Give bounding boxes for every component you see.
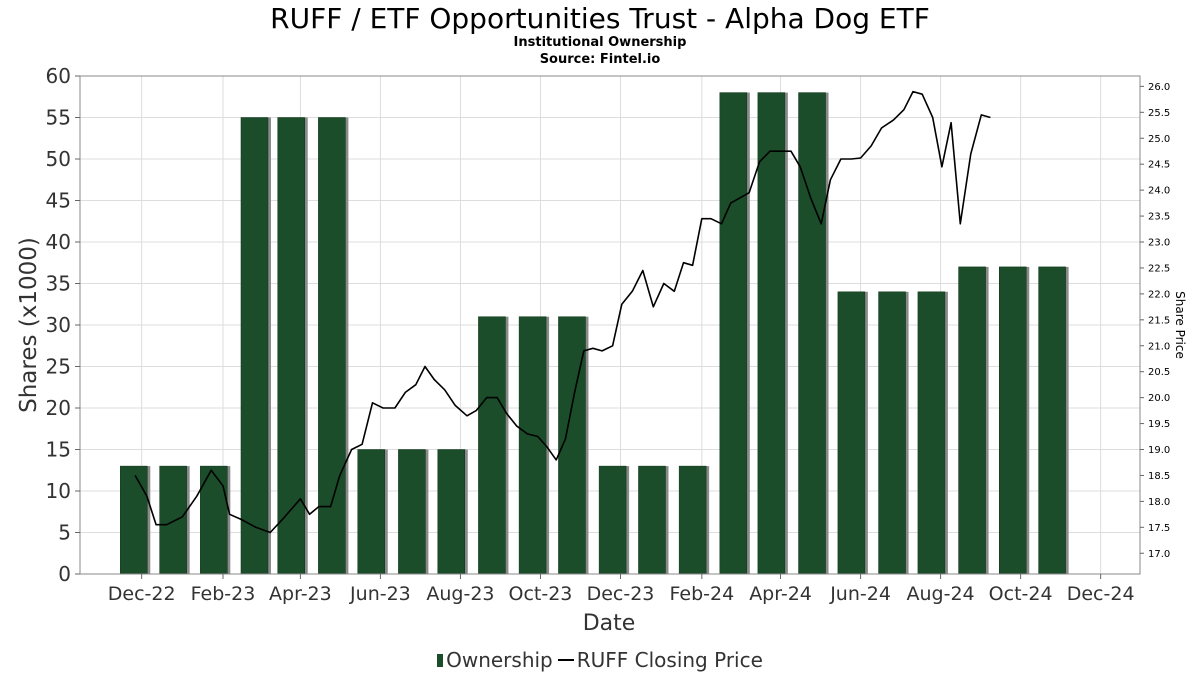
y2-tick-label: 25.0 <box>1148 134 1170 145</box>
price-legend-swatch <box>557 659 574 661</box>
y2-tick-label: 20.0 <box>1148 393 1170 404</box>
ownership-bar <box>837 291 866 575</box>
chart-subtitle: Institutional Ownership <box>513 35 687 50</box>
x-tick-label: Dec-22 <box>108 583 176 605</box>
ownership-legend-swatch <box>437 654 444 667</box>
ownership-bar <box>958 266 986 575</box>
y-tick-label: 25 <box>46 355 71 379</box>
y-tick-label: 0 <box>58 562 71 586</box>
y-tick-label: 30 <box>46 313 71 337</box>
ownership-bar <box>757 92 786 575</box>
ownership-bar <box>437 449 466 575</box>
ownership-bar <box>518 316 547 575</box>
ownership-bars <box>120 92 1069 575</box>
y2-tick-label: 19.5 <box>1148 419 1170 430</box>
y2-tick-label: 21.5 <box>1148 315 1170 326</box>
ownership-bar <box>159 465 187 575</box>
y2-tick-label: 20.5 <box>1148 367 1170 378</box>
y2-tick-label: 19.0 <box>1148 445 1170 456</box>
x-tick-label: Feb-24 <box>669 583 734 605</box>
x-tick-label: Apr-23 <box>269 583 332 605</box>
ownership-bar <box>719 92 748 575</box>
x-tick-label: Oct-24 <box>989 583 1053 605</box>
ownership-bar <box>357 449 385 575</box>
legend-price-label: RUFF Closing Price <box>576 648 763 672</box>
x-tick-label: Oct-23 <box>509 583 573 605</box>
ownership-bar <box>678 465 707 575</box>
y2-tick-label: 17.0 <box>1148 549 1170 560</box>
y2-tick-label: 17.5 <box>1148 523 1170 534</box>
y-tick-label: 15 <box>46 438 71 462</box>
ownership-bar <box>200 465 228 575</box>
ownership-bar <box>998 266 1027 575</box>
ownership-bar <box>120 465 148 575</box>
y-tick-label: 20 <box>46 396 71 420</box>
y-tick-label: 40 <box>46 230 71 254</box>
price-line <box>134 90 991 534</box>
ownership-bar <box>277 117 305 575</box>
ownership-bar <box>878 291 906 575</box>
ownership-bar <box>240 117 269 575</box>
y2-tick-label: 21.0 <box>1148 341 1170 352</box>
x-axis-label: Date <box>583 611 636 636</box>
y2-tick-label: 25.5 <box>1148 108 1170 119</box>
chart-title: RUFF / ETF Opportunities Trust - Alpha D… <box>270 2 930 35</box>
ownership-bar <box>318 117 346 575</box>
ownership-bar <box>398 449 426 575</box>
axes: 0 5 10 15 20 25 30 35 40 45 50 55 60 17.0 17.5 18.0 18.5… <box>46 64 1171 605</box>
y2-tick-label: 18.0 <box>1148 497 1170 508</box>
y-tick-label: 5 <box>58 521 71 545</box>
chart-source: Source: Fintel.io <box>539 52 661 67</box>
y2-axis-label: Share Price <box>1173 291 1187 359</box>
y2-tick-label: 22.5 <box>1148 263 1170 274</box>
y-tick-label: 45 <box>46 189 71 213</box>
y2-tick-label: 24.0 <box>1148 186 1170 197</box>
y2-tick-label: 23.5 <box>1148 212 1170 223</box>
y2-tick-label: 22.0 <box>1148 289 1170 300</box>
x-tick-label: Dec-24 <box>1067 583 1135 605</box>
x-tick-label: Aug-23 <box>426 583 494 605</box>
ownership-bar <box>598 465 627 575</box>
x-tick-label: Apr-24 <box>749 583 812 605</box>
y-axis-label: Shares (x1000) <box>16 237 42 413</box>
y-tick-label: 10 <box>46 479 71 503</box>
ownership-bar <box>917 291 946 575</box>
legend: Ownership RUFF Closing Price <box>0 648 1200 672</box>
ownership-bar <box>638 465 666 575</box>
x-tick-label: Feb-23 <box>191 583 256 605</box>
y2-tick-label: 18.5 <box>1148 471 1170 482</box>
y2-tick-label: 26.0 <box>1148 82 1170 93</box>
ownership-bar <box>798 92 826 575</box>
x-tick-label: Aug-24 <box>907 583 975 605</box>
y-tick-label: 50 <box>46 147 71 171</box>
legend-ownership-label: Ownership <box>446 648 553 672</box>
ownership-bar <box>478 316 506 575</box>
ownership-bar <box>1038 266 1066 575</box>
y2-tick-label: 24.5 <box>1148 160 1170 171</box>
x-tick-label: Dec-23 <box>587 583 655 605</box>
y-tick-label: 60 <box>46 64 71 88</box>
y2-tick-label: 23.0 <box>1148 238 1170 249</box>
y-tick-label: 55 <box>46 106 71 130</box>
y-tick-label: 35 <box>46 272 71 296</box>
price-line-group <box>134 90 991 534</box>
x-tick-label: Jun-24 <box>829 583 891 605</box>
x-tick-label: Jun-23 <box>349 583 411 605</box>
